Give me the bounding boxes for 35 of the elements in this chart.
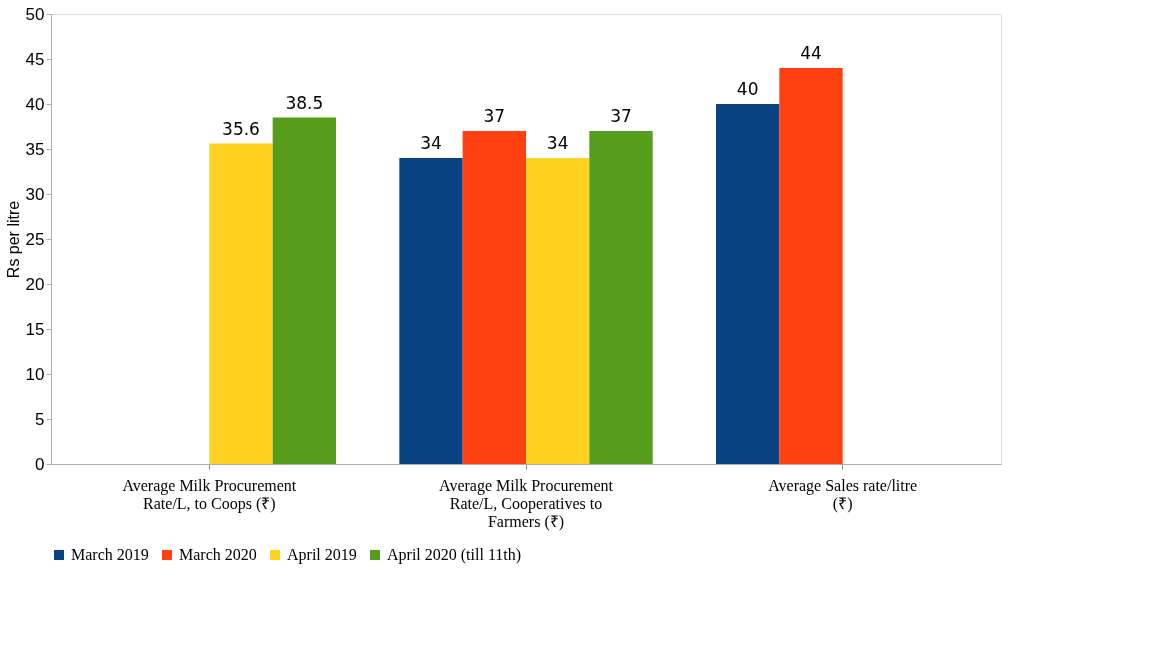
y-tick-label: 45 (25, 49, 45, 69)
legend-label: April 2019 (287, 546, 357, 564)
x-tick-label: Average Sales rate/litre (₹) (768, 476, 918, 513)
y-tick-label: 30 (25, 184, 45, 204)
data-label: 35.6 (222, 118, 260, 139)
data-label: 37 (610, 106, 632, 126)
bar (399, 158, 463, 464)
bar (272, 117, 336, 464)
y-tick-label: 0 (35, 454, 45, 474)
data-label: 34 (420, 133, 442, 153)
x-tick-label: Average Milk Procurement Rate/L, Cooperatives to Farmers (₹) (439, 476, 614, 531)
data-label: 34 (546, 133, 569, 153)
data-label: 44 (800, 43, 822, 63)
bar (589, 131, 653, 464)
legend-label: March 2020 (179, 546, 257, 563)
y-tick-label: 25 (25, 229, 45, 249)
bar (526, 158, 590, 464)
data-label: 37 (483, 106, 506, 126)
bar (779, 68, 843, 464)
bar (716, 104, 780, 464)
data-label: 40 (736, 79, 759, 99)
x-tick-label: Average Milk Procurement Rate/L, to Coops (₹) (122, 476, 297, 513)
y-tick-label: 20 (25, 274, 45, 294)
y-tick-label: 15 (25, 319, 45, 339)
y-tick-label: 50 (25, 4, 45, 24)
y-tick-label: 40 (25, 94, 45, 114)
y-tick-label: 35 (25, 139, 45, 159)
bar (462, 131, 526, 464)
bar (209, 143, 273, 464)
data-label: 38.5 (285, 92, 324, 113)
legend-label: March 2019 (71, 546, 149, 563)
y-tick-label: 10 (25, 364, 45, 384)
y-tick-label: 5 (35, 409, 45, 429)
legend-label: April 2020 (till 11th) (387, 546, 522, 564)
y-axis-title: Rs per litre (4, 200, 22, 279)
